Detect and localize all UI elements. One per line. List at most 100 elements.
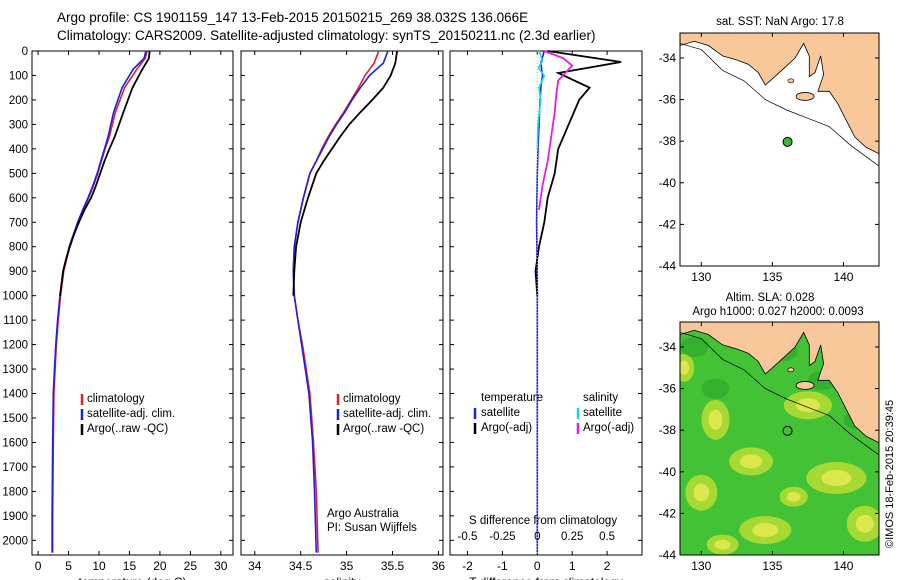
figure-title-line2: Climatology: CARS2009. Satellite-adjuste… xyxy=(57,28,596,43)
series-line xyxy=(292,50,389,553)
y-tick-label: -36 xyxy=(659,382,677,396)
sla-anomaly-core xyxy=(693,483,710,502)
legend-label: Argo(..raw -QC) xyxy=(87,423,168,435)
x-tick-label: 15 xyxy=(123,559,137,573)
y-tick-label: 900 xyxy=(9,266,28,278)
figure-title-line1: Argo profile: CS 1901159_147 13-Feb-2015… xyxy=(57,10,529,25)
y-tick-label: 300 xyxy=(9,119,28,131)
panel-frame xyxy=(240,50,444,556)
y-tick-label: -38 xyxy=(659,134,677,148)
sla-low xyxy=(701,378,730,399)
x-axis-label-top: S difference from climatology xyxy=(469,515,617,527)
x-tick-label: 20 xyxy=(153,559,167,573)
y-tick-label: 1800 xyxy=(2,486,28,498)
legend-label: Argo(-adj) xyxy=(481,422,532,434)
map-sla: 130 135 140 -34 -36 -38 -40 -42 -44 xyxy=(659,321,880,573)
y-tick-label: 800 xyxy=(9,242,28,254)
annotation-text: PI: Susan Wijffels xyxy=(327,522,417,534)
y-tick-label: 600 xyxy=(9,193,28,205)
x-tick-label: 35.5 xyxy=(381,559,405,573)
sla-anomaly-core xyxy=(786,491,801,502)
y-tick-label: 1300 xyxy=(2,364,28,376)
x-tick-label: -2 xyxy=(462,559,473,573)
y-tick-label: -34 xyxy=(659,340,677,354)
x-tick-label: 135 xyxy=(762,270,782,284)
sla-anomaly-core xyxy=(752,523,779,538)
float-position-marker xyxy=(782,425,793,436)
shelf-contour xyxy=(680,43,879,167)
x-tick-label: 36 xyxy=(432,559,446,573)
kangaroo-island xyxy=(795,381,815,390)
kangaroo-island xyxy=(795,92,815,101)
y-tick-label: 1200 xyxy=(2,340,28,352)
y-tick-label: 1900 xyxy=(2,511,28,523)
x-tick-label: 140 xyxy=(833,559,853,573)
x-axis-label: temperature (deg C) xyxy=(78,575,186,580)
island xyxy=(787,78,795,84)
legend-label: climatology xyxy=(87,393,145,405)
panel-frame xyxy=(449,50,643,556)
x-tick-label: 130 xyxy=(691,559,711,573)
y-tick-label: 1400 xyxy=(2,389,28,401)
shelf-contour xyxy=(680,332,879,456)
sla-low xyxy=(680,336,709,357)
x-tick-label: 140 xyxy=(833,270,853,284)
panel-salinity: 34 34.5 35 35.5 36 salinity climatology satelli… xyxy=(240,50,446,580)
legend-label: Argo(..raw -QC) xyxy=(343,423,424,435)
panel-temperature: 0100200300400500600700800900100011001200… xyxy=(2,46,234,580)
map-content xyxy=(680,322,879,555)
land-mass xyxy=(680,322,879,444)
y-tick-label: -42 xyxy=(659,217,677,231)
x-tick-label: 30 xyxy=(214,559,228,573)
y-tick-label: -34 xyxy=(659,51,677,65)
land-mass xyxy=(680,33,879,155)
x-tick-label: 130 xyxy=(691,270,711,284)
y-tick-label: 400 xyxy=(9,144,28,156)
y-tick-label: 0 xyxy=(22,46,28,58)
sla-map-title-line2: Argo h1000: 0.027 h2000: 0.0093 xyxy=(692,306,863,318)
map-frame xyxy=(679,32,880,267)
y-tick-label: 100 xyxy=(9,70,28,82)
x-tick-label: 135 xyxy=(762,559,782,573)
y-tick-label: 2000 xyxy=(2,535,28,547)
map-sst: 130 135 140 -34 -36 -38 -40 -42 -44 xyxy=(659,32,880,284)
sla-anomaly-core xyxy=(714,539,731,550)
x-tick-label: 35 xyxy=(340,559,354,573)
y-tick-label: -44 xyxy=(659,259,677,273)
island xyxy=(787,367,795,373)
legend-label: satellite-adj. clim. xyxy=(343,408,431,420)
y-tick-label: -42 xyxy=(659,506,677,520)
x-tick-label: 0 xyxy=(534,559,541,573)
y-tick-label: 1700 xyxy=(2,462,28,474)
map-frame xyxy=(679,321,880,556)
y-tick-label: -38 xyxy=(659,423,677,437)
x-axis-label: T difference from climatology xyxy=(469,575,623,580)
y-tick-label: -40 xyxy=(659,176,677,190)
s-tick-label: -0.5 xyxy=(458,531,478,543)
sla-map-title-line1: Altim. SLA: 0.028 xyxy=(726,292,815,304)
x-tick-label: 0 xyxy=(35,559,42,573)
sla-anomaly-core xyxy=(740,454,763,469)
legend-label: Argo(-adj) xyxy=(583,422,634,434)
sla-anomaly-core xyxy=(821,470,852,487)
y-tick-label: 1500 xyxy=(2,413,28,425)
sla-anomaly-core xyxy=(708,409,723,430)
x-tick-label: 2 xyxy=(604,559,611,573)
s-tick-label: -0.25 xyxy=(489,531,515,543)
series-line xyxy=(59,50,151,296)
annotation-text: Argo Australia xyxy=(327,508,399,520)
legend-label: satellite xyxy=(583,407,622,419)
y-tick-label: 1600 xyxy=(2,437,28,449)
legend-label: satellite-adj. clim. xyxy=(87,408,175,420)
x-tick-label: 25 xyxy=(184,559,198,573)
x-tick-label: 5 xyxy=(65,559,72,573)
y-tick-label: 1000 xyxy=(2,291,28,303)
series-line xyxy=(51,50,147,553)
x-tick-label: 1 xyxy=(569,559,576,573)
map-content xyxy=(680,33,879,167)
sst-map-title: sat. SST: NaN Argo: 17.8 xyxy=(716,16,844,28)
series-line xyxy=(534,50,622,296)
legend-label: satellite xyxy=(481,407,520,419)
float-position-marker xyxy=(782,136,793,147)
